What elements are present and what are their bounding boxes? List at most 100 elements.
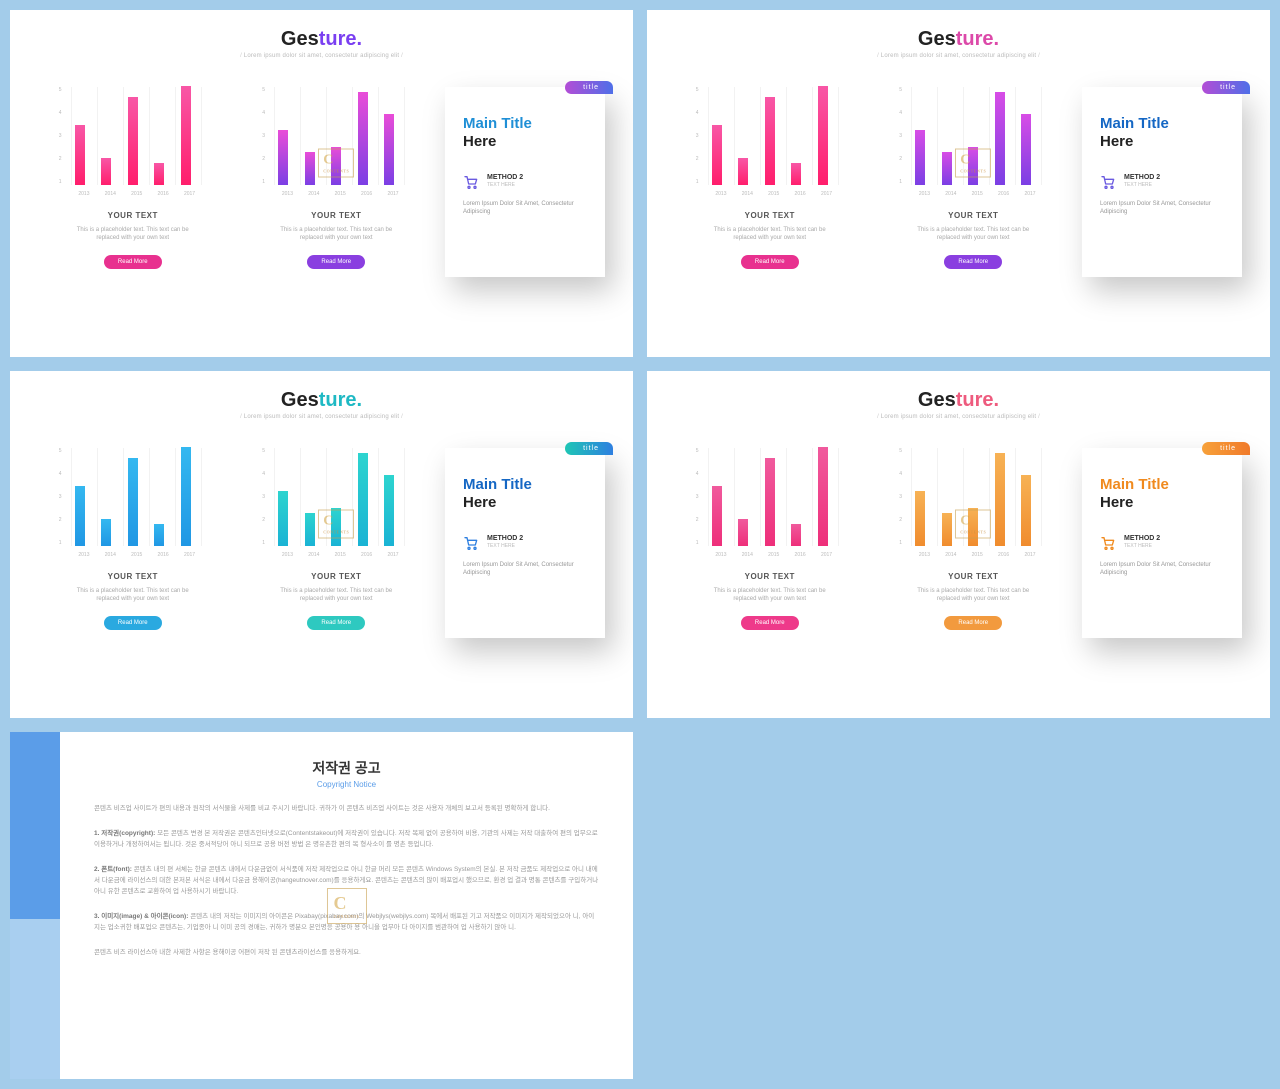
chart-column-1: 5432120132014201520162017 YOUR TEXT This i…	[675, 87, 865, 269]
title-badge: title	[1202, 442, 1250, 455]
chart-x-axis: 20132014201520162017	[708, 191, 840, 197]
read-more-button-2[interactable]: Read More	[307, 255, 365, 269]
copyright-subtitle: Copyright Notice	[94, 780, 599, 789]
slide-3: Gesture. Lorem ipsum dolor sit amet, cons…	[10, 371, 633, 718]
slide-copyright: 저작권 공고 Copyright Notice 콘텐츠 비즈업 사이트가 편의 …	[10, 732, 633, 1079]
copyright-sidebar-bottom	[10, 919, 60, 1079]
info-card: Main TitleHereMETHOD 2TEXT HERELorem Ips…	[445, 448, 605, 638]
bar-chart: 5432120132014201520162017	[63, 87, 203, 197]
empty-cell	[647, 732, 1270, 1079]
chart-x-axis: 20132014201520162017	[71, 552, 203, 558]
cart-icon	[1100, 535, 1116, 551]
card-here: Here	[463, 133, 587, 150]
chart-bar	[791, 524, 801, 546]
chart-bar	[765, 458, 775, 546]
bar-chart: 5432120132014201520162017	[63, 448, 203, 558]
chart-bar	[738, 519, 748, 547]
read-more-button-1[interactable]: Read More	[741, 616, 799, 630]
chart-bar	[101, 158, 111, 186]
cart-icon	[463, 174, 479, 190]
chart-bar	[101, 519, 111, 547]
chart-bar	[331, 147, 341, 186]
slide-title: Gesture.	[38, 389, 605, 412]
bar-chart: 5432120132014201520162017	[903, 87, 1043, 197]
chart-x-axis: 20132014201520162017	[274, 191, 406, 197]
chart-bar	[712, 125, 722, 186]
read-more-button-1[interactable]: Read More	[104, 255, 162, 269]
card-main-title: Main Title	[1100, 115, 1224, 133]
copyright-p4: 3. 이미지(image) & 아이콘(icon): 콘텐츠 내의 저작는 이미…	[94, 911, 599, 933]
read-more-button-1[interactable]: Read More	[741, 255, 799, 269]
bar-chart: 5432120132014201520162017	[700, 87, 840, 197]
slide-subtitle: Lorem ipsum dolor sit amet, consectetur …	[38, 414, 605, 420]
copyright-p5: 콘텐츠 비즈 라이선스아 내한 사제한 사항은 용해이공 어편이 저작 된 콘텐…	[94, 947, 599, 958]
method-sub: TEXT HERE	[487, 543, 523, 549]
copyright-p2: 1. 저작권(copyright): 모든 콘텐츠 변경 본 저작권은 콘텐츠인…	[94, 828, 599, 850]
chart-bar	[278, 491, 288, 546]
card-main-title: Main Title	[463, 476, 587, 494]
chart-column-2: 5432120132014201520162017CCONTENTSYOUR T…	[242, 87, 432, 269]
your-text-2: YOUR TEXT	[311, 572, 361, 581]
placeholder-1: This is a placeholder text. This text ca…	[710, 226, 830, 243]
slide-subtitle: Lorem ipsum dolor sit amet, consectetur …	[675, 414, 1242, 420]
info-card: Main TitleHereMETHOD 2TEXT HERELorem Ips…	[1082, 448, 1242, 638]
chart-bar	[331, 508, 341, 547]
slide-subtitle: Lorem ipsum dolor sit amet, consectetur …	[38, 53, 605, 59]
chart-bar	[942, 152, 952, 185]
chart-y-axis: 54321	[262, 87, 272, 185]
read-more-button-2[interactable]: Read More	[944, 616, 1002, 630]
chart-bar	[968, 147, 978, 186]
chart-bar	[942, 513, 952, 546]
method-desc: Lorem Ipsum Dolor Sit Amet, Consectetur …	[463, 200, 587, 217]
chart-x-axis: 20132014201520162017	[71, 191, 203, 197]
copyright-p1: 콘텐츠 비즈업 사이트가 편의 내용과 원작의 서식물을 사제를 비교 주시기 …	[94, 803, 599, 814]
method-sub: TEXT HERE	[1124, 543, 1160, 549]
chart-bar	[305, 152, 315, 185]
card-main-title: Main Title	[1100, 476, 1224, 494]
title-badge: title	[565, 81, 613, 94]
chart-bar	[358, 92, 368, 186]
card-here: Here	[1100, 494, 1224, 511]
chart-column-1: 5432120132014201520162017 YOUR TEXT This i…	[38, 87, 228, 269]
chart-bar	[154, 524, 164, 546]
chart-bar	[995, 453, 1005, 547]
chart-bar	[278, 130, 288, 185]
chart-bar	[1021, 475, 1031, 547]
copyright-p3: 2. 폰트(font): 콘텐츠 내의 편 서체는 한글 콘텐츠 내에서 다운금…	[94, 864, 599, 897]
read-more-button-2[interactable]: Read More	[307, 616, 365, 630]
placeholder-2: This is a placeholder text. This text ca…	[276, 587, 396, 604]
your-text-1: YOUR TEXT	[745, 211, 795, 220]
chart-y-axis: 54321	[262, 448, 272, 546]
your-text-1: YOUR TEXT	[108, 211, 158, 220]
chart-y-axis: 54321	[59, 87, 69, 185]
chart-x-axis: 20132014201520162017	[911, 191, 1043, 197]
bar-chart: 5432120132014201520162017	[700, 448, 840, 558]
chart-bar	[818, 447, 828, 546]
read-more-button-2[interactable]: Read More	[944, 255, 1002, 269]
chart-bar	[384, 114, 394, 186]
method-label: METHOD 2	[487, 174, 523, 181]
title-badge: title	[565, 442, 613, 455]
read-more-button-1[interactable]: Read More	[104, 616, 162, 630]
chart-bar	[181, 86, 191, 185]
chart-bar	[712, 486, 722, 547]
your-text-2: YOUR TEXT	[948, 572, 998, 581]
method-desc: Lorem Ipsum Dolor Sit Amet, Consectetur …	[463, 561, 587, 578]
slide-title: Gesture.	[675, 389, 1242, 412]
cart-icon	[463, 535, 479, 551]
placeholder-1: This is a placeholder text. This text ca…	[73, 226, 193, 243]
chart-y-axis: 54321	[696, 448, 706, 546]
placeholder-2: This is a placeholder text. This text ca…	[913, 587, 1033, 604]
chart-x-axis: 20132014201520162017	[708, 552, 840, 558]
chart-bar	[154, 163, 164, 185]
card-here: Here	[1100, 133, 1224, 150]
chart-bar	[765, 97, 775, 185]
chart-bar	[968, 508, 978, 547]
bar-chart: 5432120132014201520162017	[266, 87, 406, 197]
placeholder-1: This is a placeholder text. This text ca…	[710, 587, 830, 604]
title-badge: title	[1202, 81, 1250, 94]
info-card: Main TitleHereMETHOD 2TEXT HERELorem Ips…	[1082, 87, 1242, 277]
your-text-1: YOUR TEXT	[108, 572, 158, 581]
chart-bar	[305, 513, 315, 546]
bar-chart: 5432120132014201520162017	[903, 448, 1043, 558]
